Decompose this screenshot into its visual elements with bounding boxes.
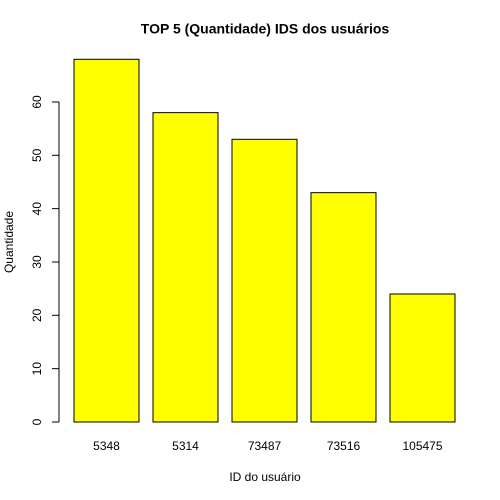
y-tick-label: 20 — [30, 308, 44, 322]
y-tick-label: 0 — [30, 418, 44, 425]
y-tick-label: 60 — [30, 95, 44, 109]
x-tick-label: 105475 — [402, 439, 442, 453]
x-axis-label: ID do usuário — [229, 470, 301, 484]
chart-title: TOP 5 (Quantidade) IDS dos usuários — [141, 21, 390, 37]
bar — [310, 192, 377, 423]
bar — [389, 293, 456, 423]
bar — [73, 58, 140, 423]
bar — [231, 138, 298, 423]
y-tick-label: 40 — [30, 202, 44, 216]
bar — [152, 112, 219, 423]
y-tick-label: 50 — [30, 148, 44, 162]
y-axis-label: Quantidade — [2, 211, 16, 273]
x-tick-label: 73487 — [248, 439, 282, 453]
x-tick-label: 5348 — [93, 439, 120, 453]
x-tick-label: 73516 — [327, 439, 361, 453]
y-tick-label: 10 — [30, 362, 44, 376]
y-tick-label: 30 — [30, 255, 44, 269]
x-tick-label: 5314 — [172, 439, 199, 453]
